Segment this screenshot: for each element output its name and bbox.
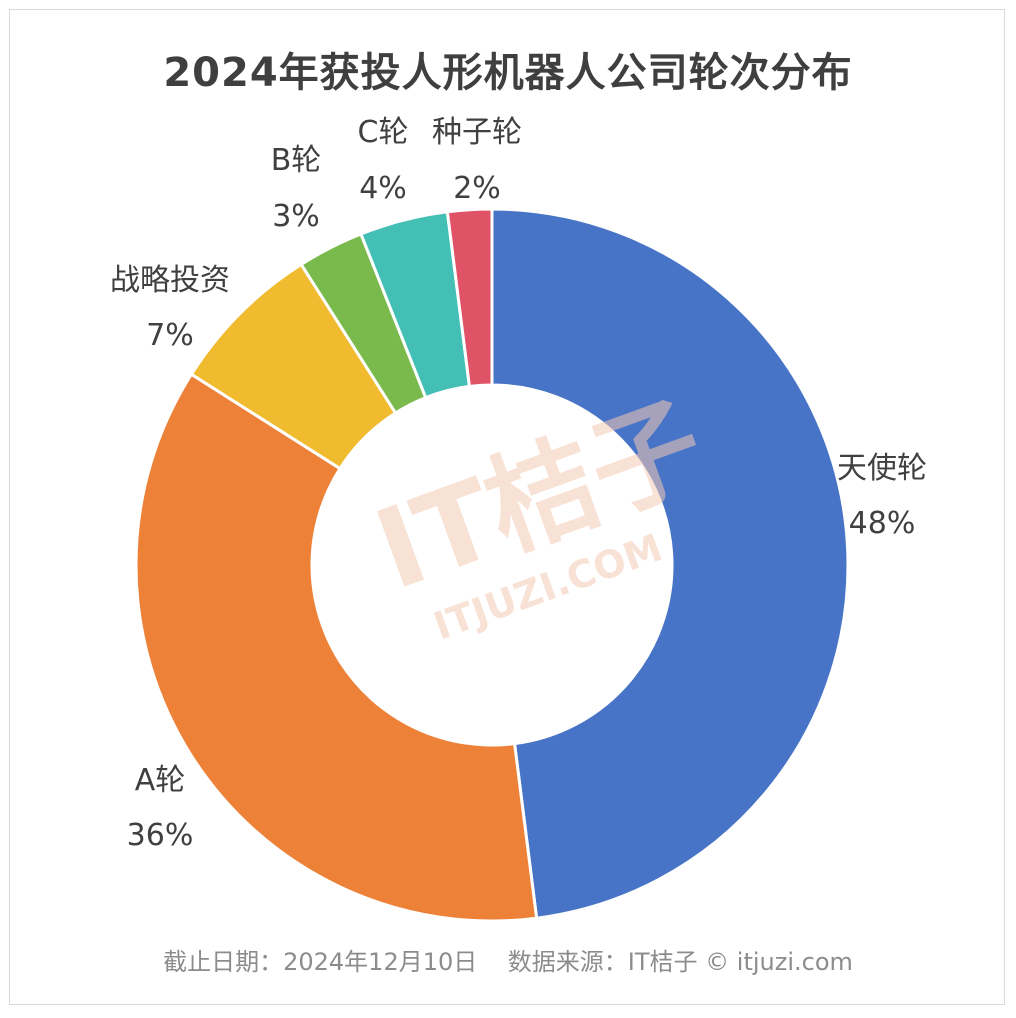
slice-5 (445, 207, 494, 389)
slice-value-1: 36% (127, 818, 194, 853)
slice-label-1: A轮 (135, 763, 186, 798)
slice-group (134, 207, 850, 923)
slice-label-3: B轮 (271, 143, 322, 178)
label-group: 天使轮 48% A轮 36% 战略投资 7% B轮 3% C轮 4% 种子轮 2% (110, 115, 927, 853)
slice-value-5: 2% (453, 171, 501, 206)
chart-title: 2024年获投人形机器人公司轮次分布 (163, 50, 853, 96)
slice-label-4: C轮 (358, 115, 409, 150)
slice-value-4: 4% (359, 171, 407, 206)
slice-value-2: 7% (146, 318, 194, 353)
slice-value-0: 48% (849, 506, 916, 541)
slice-label-2: 战略投资 (110, 263, 230, 298)
slice-label-0: 天使轮 (837, 451, 927, 486)
footer-date: 截止日期：2024年12月10日 (163, 948, 478, 976)
slice-1 (134, 372, 539, 923)
slice-value-3: 3% (272, 199, 320, 234)
footer-source: 数据来源：IT桔子 © itjuzi.com (507, 948, 853, 976)
slice-label-5: 种子轮 (432, 115, 522, 150)
slice-0 (490, 207, 850, 920)
footer: 截止日期：2024年12月10日 数据来源：IT桔子 © itjuzi.com (0, 942, 1016, 977)
